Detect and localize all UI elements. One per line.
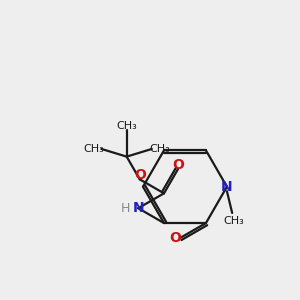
- Text: N: N: [132, 201, 144, 215]
- Text: CH₃: CH₃: [83, 144, 104, 154]
- Text: O: O: [134, 168, 146, 182]
- Text: O: O: [172, 158, 184, 172]
- Text: N: N: [221, 180, 233, 194]
- Text: CH₃: CH₃: [116, 121, 137, 131]
- Text: CH₃: CH₃: [149, 144, 170, 154]
- Text: CH₃: CH₃: [224, 216, 244, 226]
- Text: O: O: [170, 231, 182, 245]
- Text: H: H: [120, 202, 130, 215]
